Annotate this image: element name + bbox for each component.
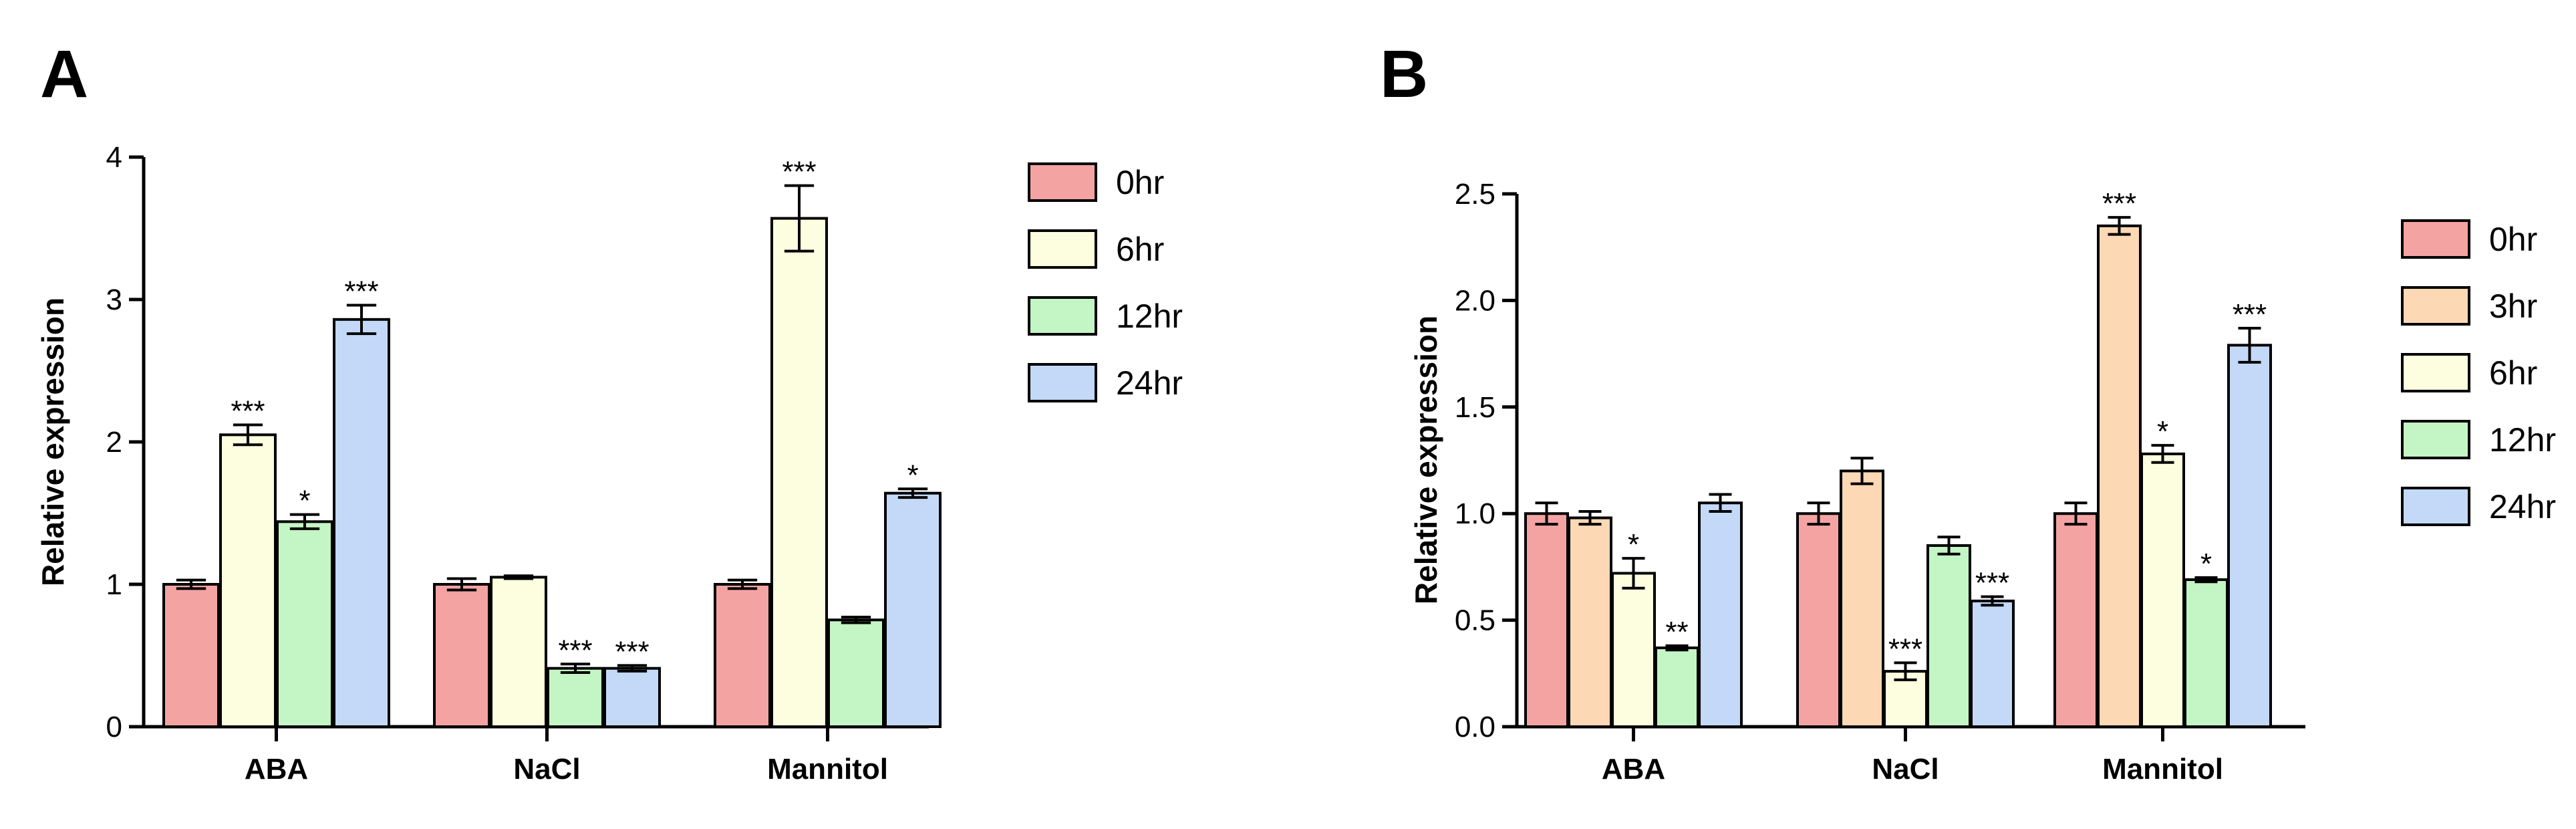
significance-label: *** [1975,567,2009,600]
bar [333,318,390,728]
x-category-label: NaCl [1872,753,1939,786]
significance-label: * [907,459,918,491]
significance-label: * [2200,548,2212,580]
significance-label: *** [615,635,649,668]
x-category-label: ABA [245,753,308,786]
legend-swatch [1028,296,1097,336]
legend-swatch [1028,363,1097,402]
x-category-label: NaCl [513,753,580,786]
bar [770,217,828,728]
bar [2097,224,2142,728]
y-tick-label: 2 [106,426,122,459]
y-tick-label: 3 [106,283,122,316]
bar [1840,469,1884,728]
legend-swatch [2401,219,2470,259]
bar [490,576,547,728]
bar [162,583,220,728]
y-tick-label: 0.0 [1455,711,1495,743]
x-category-label: Mannitol [2102,753,2223,786]
legend-swatch [2401,353,2470,392]
bar [1796,512,1841,728]
panel-letter: B [1380,37,1428,112]
bar [433,583,490,728]
panel-letter: A [40,37,88,112]
legend-swatch [1028,229,1097,269]
bar [2053,512,2098,728]
significance-label: ** [1665,616,1688,648]
y-tick-label: 0.5 [1455,604,1495,637]
bar [1611,572,1656,728]
y-tick-label: 1.5 [1455,391,1495,424]
bar [714,583,771,728]
y-tick-label: 2.0 [1455,284,1495,317]
legend-label: 12hr [1116,298,1183,335]
y-tick-label: 0 [106,711,122,743]
bar [603,667,661,728]
chart-panel-b: B 0.0 0.5 1.0 1.5 2.0 2.5 Relative expression AB… [1380,37,2556,786]
legend-swatch [2401,487,2470,526]
x-category-label: ABA [1602,753,1665,786]
legend-label: 0hr [1116,164,1164,201]
legend-swatch [2401,420,2470,459]
legend-label: 6hr [2489,354,2537,392]
bar [2184,578,2229,729]
bar [276,520,333,729]
significance-label: *** [344,275,378,308]
bar [1655,646,1699,729]
bar [1698,501,1743,728]
significance-label: *** [2233,298,2267,331]
bar [1926,544,1971,729]
y-tick-label: 1 [106,568,122,601]
bar [1970,599,2015,729]
legend-label: 3hr [2489,287,2537,325]
bar [2227,344,2272,728]
significance-label: *** [2102,187,2136,220]
y-tick-label: 4 [106,141,122,174]
significance-label: *** [231,394,265,427]
legend-label: 24hr [2489,488,2556,525]
legend-label: 0hr [2489,221,2537,258]
bar [1524,512,1569,728]
y-tick-label: 2.5 [1455,178,1495,211]
bar [547,667,604,728]
significance-label: *** [1888,632,1922,665]
bar [884,491,942,728]
y-tick-label: 1.0 [1455,497,1495,530]
y-axis-label: Relative expression [1409,316,1443,604]
significance-label: * [2157,415,2168,448]
y-axis-label: Relative expression [35,298,70,586]
legend-swatch [2401,286,2470,326]
bar [827,618,885,728]
bar [219,433,277,728]
significance-label: *** [558,634,592,667]
significance-label: * [1628,528,1639,561]
x-category-label: Mannitol [767,753,888,786]
legend-label: 12hr [2489,421,2556,459]
legend-swatch [1028,162,1097,202]
legend-label: 6hr [1116,231,1164,268]
legend-label: 24hr [1116,364,1183,402]
significance-label: *** [782,156,816,189]
significance-label: * [299,485,310,517]
bar [2140,452,2185,728]
bar [1568,516,1612,728]
